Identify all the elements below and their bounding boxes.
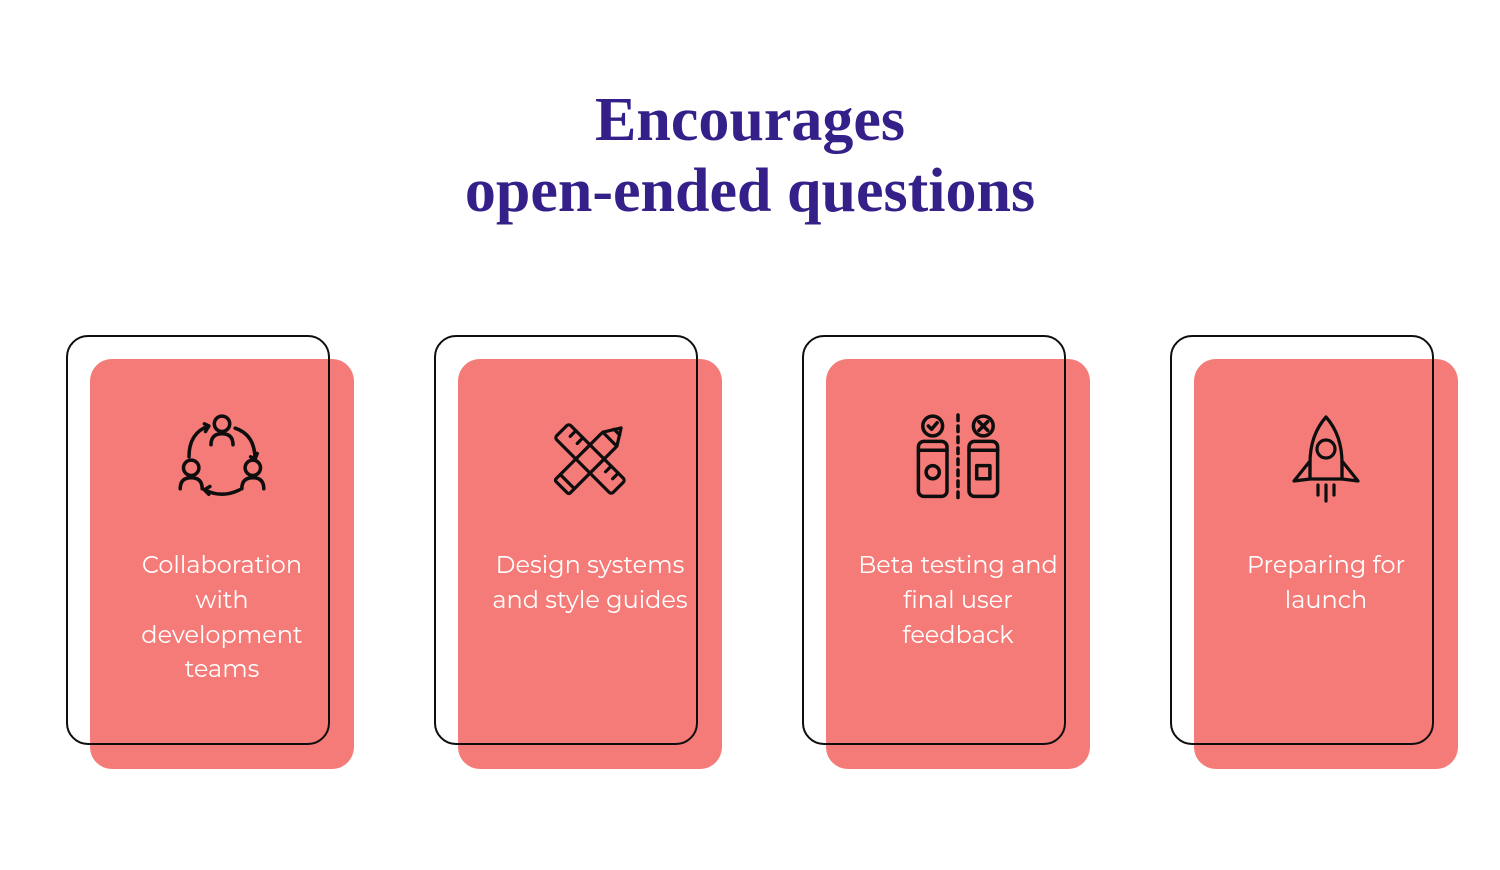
card-label: Design systems and style guides <box>482 549 698 619</box>
pencil-ruler-icon <box>530 399 650 519</box>
card-content: Beta testing and final user feedback <box>826 359 1090 653</box>
title-line-1: Encourages <box>595 86 905 154</box>
card-collaboration: Collaboration with development teams <box>66 335 330 745</box>
team-rotation-icon <box>162 399 282 519</box>
card-design-systems: Design systems and style guides <box>434 335 698 745</box>
title-line-2: open-ended questions <box>465 157 1035 225</box>
card-label: Beta testing and final user feedback <box>850 549 1066 653</box>
card-launch: Preparing for launch <box>1170 335 1434 745</box>
slide-title: Encourages open-ended questions <box>0 85 1500 228</box>
card-content: Preparing for launch <box>1194 359 1458 619</box>
rocket-icon <box>1266 399 1386 519</box>
cards-row: Collaboration with development teams <box>0 335 1500 745</box>
ab-phone-test-icon <box>898 399 1018 519</box>
card-content: Collaboration with development teams <box>90 359 354 688</box>
card-label: Collaboration with development teams <box>114 549 330 688</box>
card-label: Preparing for launch <box>1218 549 1434 619</box>
card-content: Design systems and style guides <box>458 359 722 619</box>
card-beta-testing: Beta testing and final user feedback <box>802 335 1066 745</box>
